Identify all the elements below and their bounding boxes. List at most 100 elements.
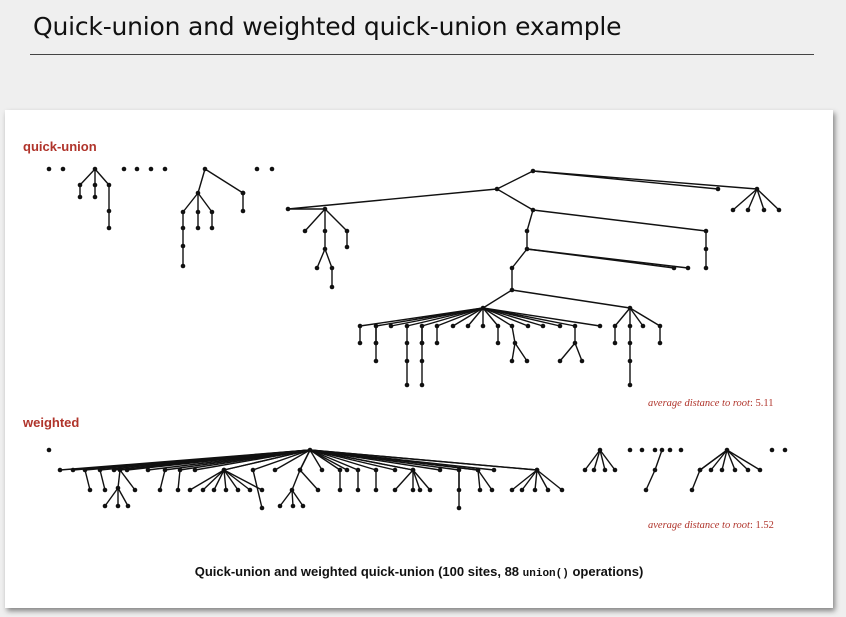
quick-union-node — [60, 166, 66, 172]
weighted-edge — [309, 449, 323, 471]
quick-union-node — [77, 194, 83, 200]
weighted-node — [132, 487, 138, 493]
quick-union-forest-edges — [79, 168, 780, 385]
quick-union-node — [404, 382, 410, 388]
weighted-node — [697, 467, 703, 473]
weighted-edge — [279, 489, 293, 507]
weighted-node — [392, 467, 398, 473]
figure-panel: quick-union average distance to root: 5.… — [5, 110, 833, 608]
weighted-node — [475, 467, 481, 473]
weighted-node — [223, 487, 229, 493]
weighted-node — [410, 467, 416, 473]
quick-union-node — [269, 166, 275, 172]
quick-union-edge — [514, 342, 528, 362]
weighted-node — [456, 487, 462, 493]
quick-union-node — [302, 228, 308, 234]
weighted-edge — [309, 449, 538, 471]
weighted-stat-label: average distance to root — [648, 520, 750, 531]
quick-union-node — [404, 358, 410, 364]
weighted-node — [192, 467, 198, 473]
quick-union-node — [322, 246, 328, 252]
weighted-edge — [309, 449, 414, 471]
quick-union-node — [627, 323, 633, 329]
weighted-edge — [536, 469, 563, 491]
quick-union-node — [450, 323, 456, 329]
weighted-node — [437, 467, 443, 473]
weighted-edge — [252, 449, 311, 471]
quick-union-edge — [482, 307, 513, 327]
quick-union-node — [357, 340, 363, 346]
weighted-node — [162, 467, 168, 473]
quick-union-node — [180, 243, 186, 249]
quick-union-node — [557, 323, 563, 329]
weighted-node — [297, 467, 303, 473]
quick-union-node — [121, 166, 127, 172]
weighted-edge — [117, 487, 129, 507]
quick-union-node — [240, 208, 246, 214]
weighted-edge — [194, 449, 311, 471]
quick-union-node — [92, 194, 98, 200]
quick-union-edge — [511, 342, 516, 362]
weighted-edge — [291, 489, 304, 507]
caption-code: union() — [522, 568, 569, 580]
weighted-edge — [654, 449, 663, 471]
weighted-edge — [159, 469, 166, 491]
quick-union-node — [465, 323, 471, 329]
quick-union-node — [524, 358, 530, 364]
quick-union-node — [657, 323, 663, 329]
quick-union-node — [285, 206, 291, 212]
quick-union-node — [434, 340, 440, 346]
weighted-edge — [477, 469, 493, 491]
quick-union-node — [754, 186, 760, 192]
weighted-node — [643, 487, 649, 493]
weighted-edge — [477, 469, 481, 491]
figure-caption: Quick-union and weighted quick-union (10… — [5, 564, 833, 580]
weighted-node — [337, 487, 343, 493]
weighted-edge — [223, 469, 239, 491]
weighted-node — [111, 467, 117, 473]
weighted-node — [410, 487, 416, 493]
weighted-node — [221, 467, 227, 473]
quick-union-average-distance: average distance to root: 5.11 — [648, 398, 774, 409]
quick-union-edge — [526, 209, 534, 232]
weighted-node — [157, 487, 163, 493]
quick-union-node — [106, 225, 112, 231]
weighted-node — [769, 447, 775, 453]
quick-union-node — [106, 208, 112, 214]
weighted-node — [757, 467, 763, 473]
weighted-edge — [299, 449, 311, 471]
weighted-node — [175, 487, 181, 493]
quick-union-edge — [467, 307, 484, 327]
quick-union-node — [597, 323, 603, 329]
weighted-edge — [726, 449, 749, 471]
quick-union-node — [480, 305, 486, 311]
weighted-node — [337, 467, 343, 473]
weighted-node — [519, 487, 525, 493]
quick-union-node — [509, 323, 515, 329]
weighted-edge — [104, 487, 119, 507]
weighted-node — [597, 447, 603, 453]
quick-union-edge — [406, 307, 484, 327]
weighted-node — [307, 447, 313, 453]
weighted-node — [392, 487, 398, 493]
weighted-edge — [213, 469, 225, 491]
weighted-node — [250, 467, 256, 473]
weighted-edge — [511, 469, 538, 491]
weighted-node — [534, 467, 540, 473]
weighted-edge — [710, 449, 728, 471]
weighted-edge — [645, 469, 656, 491]
weighted-node — [87, 487, 93, 493]
weighted-forest-edges — [59, 449, 761, 509]
weighted-edge — [593, 449, 601, 471]
weighted-node — [724, 447, 730, 453]
quick-union-node — [730, 207, 736, 213]
quick-union-node — [572, 323, 578, 329]
quick-union-node — [46, 166, 52, 172]
weighted-edge — [177, 469, 181, 491]
weighted-node — [289, 487, 295, 493]
weighted-node — [509, 487, 515, 493]
quick-union-node — [480, 323, 486, 329]
weighted-edge — [117, 469, 121, 489]
quick-union-node — [495, 323, 501, 329]
weighted-edge — [223, 449, 311, 471]
